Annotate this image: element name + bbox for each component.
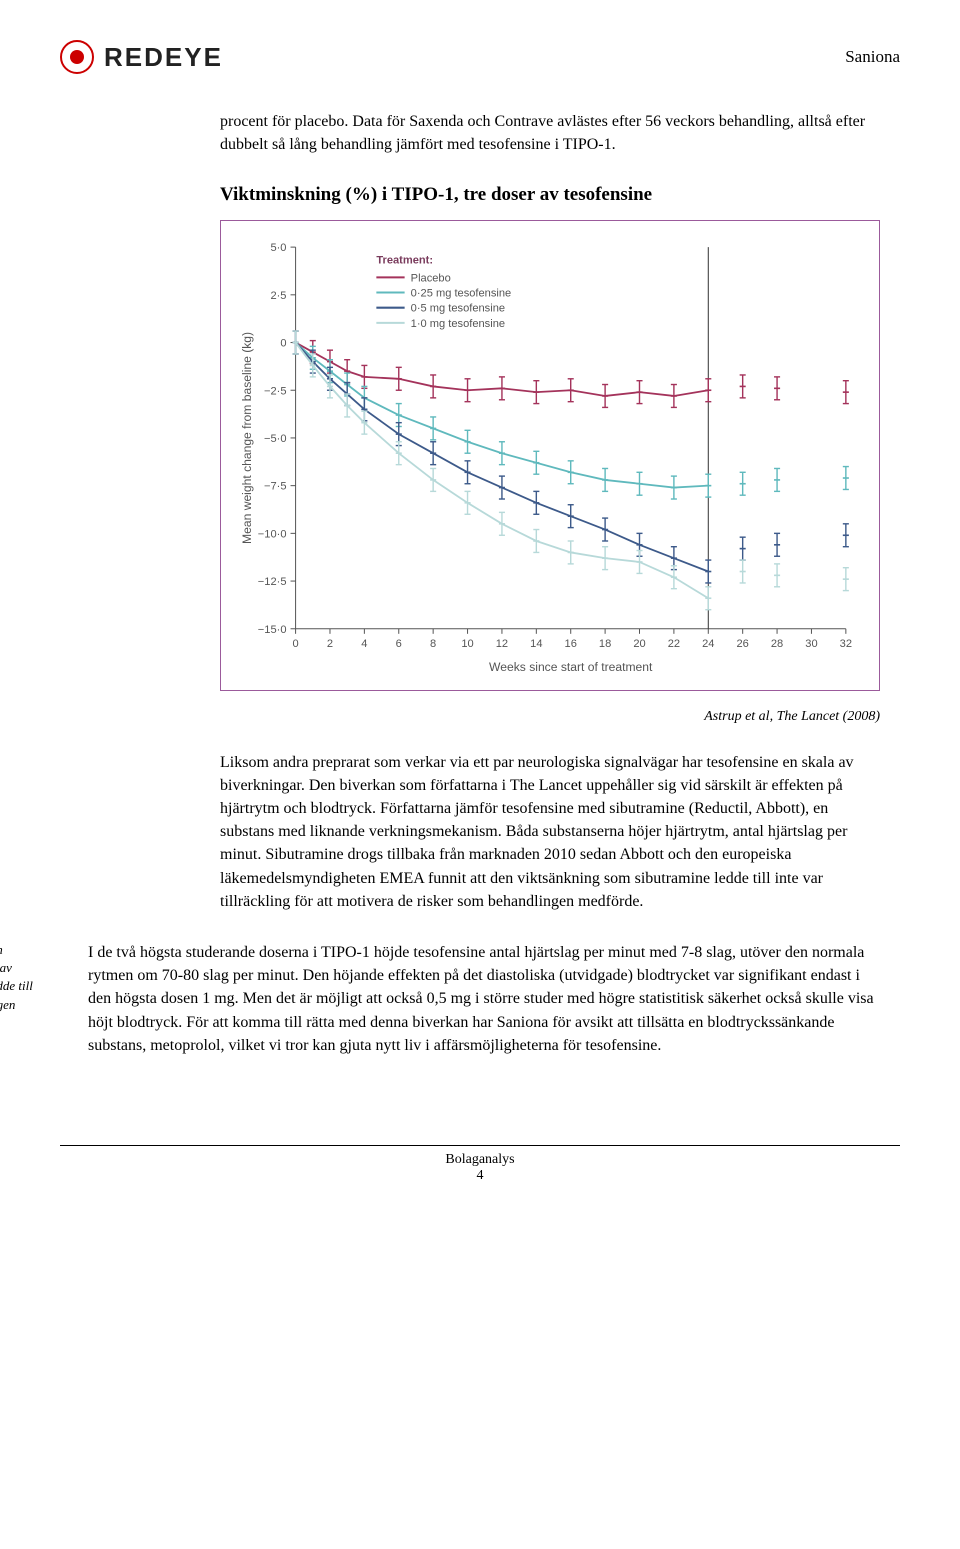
footer-label: Bolaganalys — [445, 1152, 514, 1167]
footer: Bolaganalys — [60, 1145, 900, 1168]
paragraph-3: I de två högsta studerande doserna i TIP… — [88, 941, 880, 1057]
sidebar-note: Biverkningsprofilen innehåller höjning a… — [0, 941, 60, 1085]
svg-text:−5·0: −5·0 — [264, 433, 287, 445]
svg-text:24: 24 — [702, 638, 714, 650]
svg-text:12: 12 — [496, 638, 508, 650]
svg-text:−10·0: −10·0 — [258, 529, 287, 541]
svg-text:32: 32 — [840, 638, 852, 650]
svg-text:0: 0 — [292, 638, 298, 650]
page-header: REDEYE Saniona — [60, 40, 900, 74]
svg-text:−15·0: −15·0 — [258, 624, 287, 636]
svg-text:Mean weight change from baseli: Mean weight change from baseline (kg) — [240, 332, 254, 544]
redeye-icon — [60, 40, 94, 74]
svg-text:−2·5: −2·5 — [264, 386, 287, 398]
svg-text:Treatment:: Treatment: — [376, 255, 433, 267]
svg-text:18: 18 — [599, 638, 611, 650]
svg-text:20: 20 — [633, 638, 645, 650]
chart-source: Astrup et al, The Lancet (2008) — [220, 709, 880, 725]
svg-text:22: 22 — [668, 638, 680, 650]
svg-text:5·0: 5·0 — [270, 243, 286, 255]
svg-text:2·5: 2·5 — [270, 290, 286, 302]
svg-text:26: 26 — [737, 638, 749, 650]
svg-text:30: 30 — [805, 638, 817, 650]
company-name: Saniona — [845, 47, 900, 67]
svg-text:−12·5: −12·5 — [258, 576, 287, 588]
sidebar-paragraph-row: Biverkningsprofilen innehåller höjning a… — [60, 941, 900, 1085]
redeye-icon-dot — [70, 50, 84, 64]
svg-text:28: 28 — [771, 638, 783, 650]
svg-text:6: 6 — [396, 638, 402, 650]
svg-text:14: 14 — [530, 638, 542, 650]
paragraph-2: Liksom andra preprarat som verkar via et… — [220, 751, 880, 913]
svg-text:−7·5: −7·5 — [264, 481, 287, 493]
svg-text:0·5 mg tesofensine: 0·5 mg tesofensine — [411, 303, 505, 315]
chart-container: 5·02·50−2·5−5·0−7·5−10·0−12·5−15·0024681… — [220, 220, 880, 690]
svg-text:1·0 mg tesofensine: 1·0 mg tesofensine — [411, 318, 505, 330]
logo: REDEYE — [60, 40, 223, 74]
svg-text:10: 10 — [461, 638, 473, 650]
svg-text:4: 4 — [361, 638, 367, 650]
svg-text:Placebo: Placebo — [411, 273, 451, 285]
footer-page: 4 — [60, 1168, 900, 1184]
content-column: procent för placebo. Data för Saxenda oc… — [220, 110, 880, 913]
weight-change-chart: 5·02·50−2·5−5·0−7·5−10·0−12·5−15·0024681… — [235, 235, 861, 679]
chart-title: Viktminskning (%) i TIPO-1, tre doser av… — [220, 184, 880, 206]
intro-paragraph: procent för placebo. Data för Saxenda oc… — [220, 110, 880, 156]
svg-text:8: 8 — [430, 638, 436, 650]
svg-text:2: 2 — [327, 638, 333, 650]
svg-text:0·25 mg tesofensine: 0·25 mg tesofensine — [411, 288, 512, 300]
svg-text:0: 0 — [280, 338, 286, 350]
svg-text:16: 16 — [565, 638, 577, 650]
logo-text: REDEYE — [104, 42, 223, 73]
svg-text:Weeks since start of treatment: Weeks since start of treatment — [489, 661, 653, 675]
